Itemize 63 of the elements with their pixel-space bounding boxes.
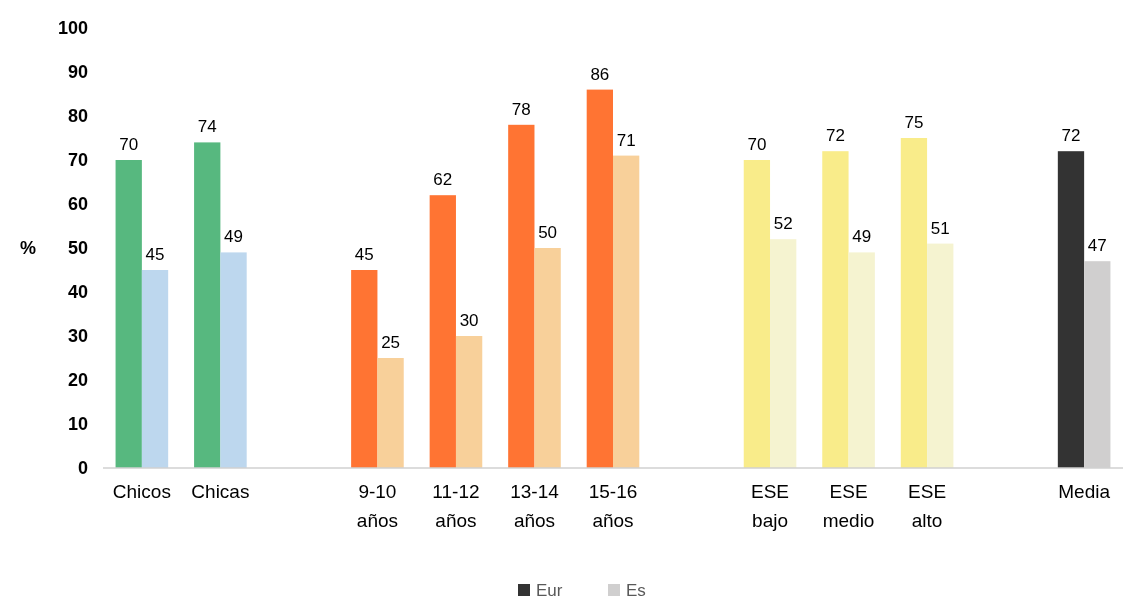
legend-label: Eur — [536, 580, 563, 600]
x-tick-label: Chicos — [112, 481, 171, 502]
data-label: 78 — [511, 99, 531, 119]
y-tick-label: 70 — [67, 150, 88, 171]
data-label: 45 — [354, 245, 374, 264]
data-label: 70 — [747, 135, 767, 154]
x-tick-label: 11-12 años — [432, 481, 480, 531]
bar — [822, 151, 849, 468]
data-label: 25 — [381, 333, 401, 352]
data-label: 86 — [590, 64, 610, 84]
x-tick-label: 15-16 años — [588, 481, 638, 531]
data-label: 52 — [773, 214, 793, 234]
y-tick-label: 0 — [77, 458, 88, 479]
data-label: 45 — [145, 245, 165, 264]
bar — [770, 239, 797, 468]
x-tick-label: ESE alto — [908, 481, 947, 531]
y-tick-label: 80 — [67, 106, 88, 127]
x-tick-label: Media — [1058, 481, 1111, 502]
data-label: 70 — [119, 135, 139, 154]
x-tick-label: 9-10 años — [356, 481, 399, 531]
data-label: 62 — [433, 170, 453, 190]
y-axis-title: % — [19, 238, 37, 259]
y-tick-label: 40 — [67, 282, 88, 303]
bar — [927, 243, 954, 468]
x-tick-label: ESE medio — [822, 481, 875, 531]
bar — [115, 160, 142, 468]
y-tick-label: 50 — [67, 238, 88, 259]
data-label: 49 — [852, 227, 872, 247]
data-label: 51 — [930, 218, 950, 238]
data-label: 30 — [459, 311, 479, 330]
y-tick-label: 10 — [67, 414, 88, 435]
legend-label: Es — [626, 580, 646, 600]
data-label: 72 — [1061, 126, 1081, 146]
bar — [429, 195, 456, 468]
bar — [534, 248, 561, 468]
data-label: 50 — [538, 223, 558, 242]
data-label: 71 — [616, 130, 636, 150]
x-tick-label: 13-14 años — [510, 481, 560, 531]
bar — [900, 138, 928, 468]
y-tick-label: 20 — [67, 370, 88, 391]
y-tick-label: 90 — [67, 62, 88, 83]
data-label: 47 — [1087, 236, 1107, 256]
bar — [508, 124, 535, 468]
bar — [613, 155, 640, 468]
data-label: 75 — [904, 113, 924, 132]
bar — [141, 270, 169, 468]
bar — [377, 358, 404, 468]
bar — [586, 89, 613, 468]
bar — [848, 252, 875, 468]
y-tick-label: 30 — [67, 326, 88, 347]
data-label: 72 — [825, 126, 845, 146]
bar — [351, 270, 378, 468]
x-tick-label: ESE bajo — [751, 481, 790, 531]
bar — [1057, 151, 1085, 468]
data-label: 49 — [224, 227, 243, 247]
x-tick-label: Chicas — [191, 481, 250, 502]
data-label: 74 — [197, 117, 217, 137]
y-tick-label: 100 — [57, 18, 88, 39]
bar — [455, 336, 483, 468]
bar — [194, 142, 221, 468]
bar — [743, 160, 771, 468]
bar — [220, 252, 247, 468]
y-tick-label: 60 — [67, 194, 88, 215]
